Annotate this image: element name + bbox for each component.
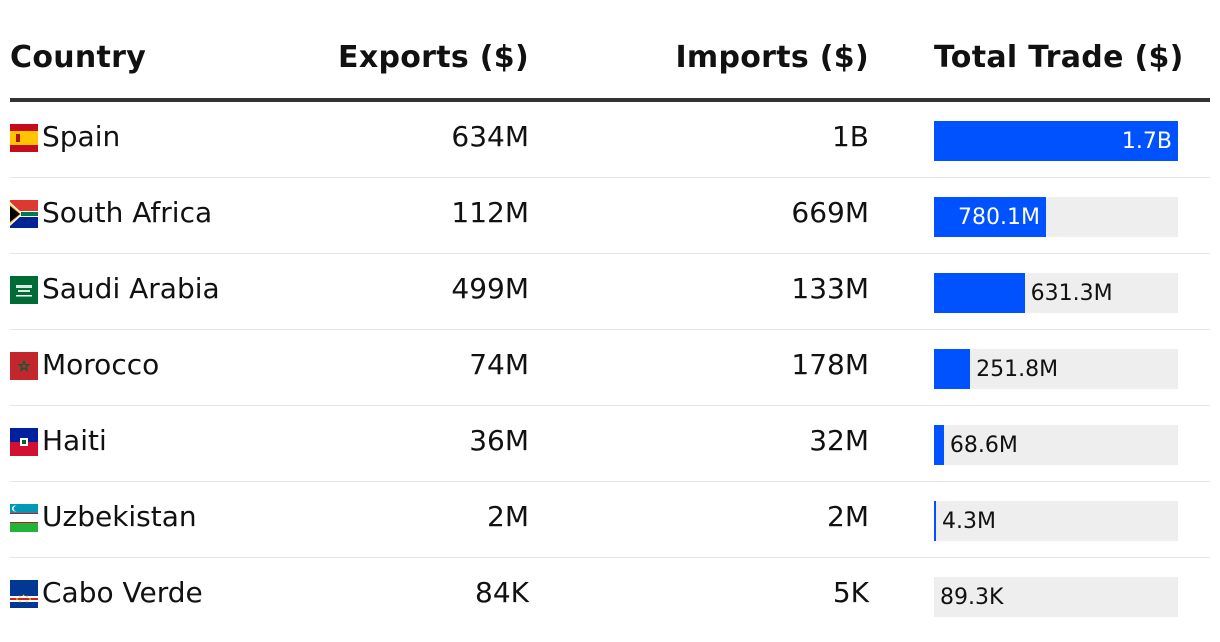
column-header-total-trade[interactable]: Total Trade ($) xyxy=(934,40,1184,75)
column-header-imports[interactable]: Imports ($) xyxy=(675,40,869,75)
trade-table: Country Exports ($) Imports ($) Total Tr… xyxy=(10,0,1210,634)
total-trade-label: 4.3M xyxy=(942,509,996,534)
total-trade-label: 631.3M xyxy=(1030,281,1113,306)
table-row: Saudi Arabia 499M 133M 631.3M xyxy=(10,254,1210,330)
imports-value: 133M xyxy=(791,272,869,305)
country-name: Saudi Arabia xyxy=(42,272,220,305)
total-trade-bar xyxy=(934,349,971,389)
total-trade-label: 89.3K xyxy=(940,585,1004,610)
total-trade-bar-track: 89.3K xyxy=(934,577,1178,617)
table-row: Cabo Verde 84K 5K 89.3K xyxy=(10,558,1210,634)
total-trade-label: 1.7B xyxy=(1121,129,1172,154)
table-row: Spain 634M 1B 1.7B xyxy=(10,102,1210,178)
exports-value: 74M xyxy=(469,348,529,381)
total-trade-bar-track: 68.6M xyxy=(934,425,1178,465)
country-name: Morocco xyxy=(42,348,160,381)
exports-value: 634M xyxy=(451,120,529,153)
column-header-exports[interactable]: Exports ($) xyxy=(338,40,529,75)
total-trade-bar-track: 631.3M xyxy=(934,273,1178,313)
total-trade-bar-track: 251.8M xyxy=(934,349,1178,389)
total-trade-bar xyxy=(934,121,1178,161)
table-row: Morocco 74M 178M 251.8M xyxy=(10,330,1210,406)
table-header: Country Exports ($) Imports ($) Total Tr… xyxy=(10,0,1210,102)
exports-value: 36M xyxy=(469,424,529,457)
spain-flag-icon xyxy=(10,124,38,152)
total-trade-label: 780.1M xyxy=(957,205,1040,230)
table-row: Uzbekistan 2M 2M 4.3M xyxy=(10,482,1210,558)
total-trade-label: 68.6M xyxy=(949,433,1018,458)
imports-value: 1B xyxy=(831,120,869,153)
total-trade-bar xyxy=(934,425,944,465)
total-trade-bar-track: 1.7B xyxy=(934,121,1178,161)
total-trade-bar xyxy=(934,273,1025,313)
country-name: Haiti xyxy=(42,424,107,457)
saudi-arabia-flag-icon xyxy=(10,276,38,304)
country-name: Uzbekistan xyxy=(42,500,197,533)
exports-value: 499M xyxy=(451,272,529,305)
imports-value: 669M xyxy=(791,196,869,229)
table-row: Haiti 36M 32M 68.6M xyxy=(10,406,1210,482)
table-row: South Africa 112M 669M 780.1M xyxy=(10,178,1210,254)
exports-value: 84K xyxy=(475,576,529,609)
imports-value: 5K xyxy=(832,576,869,609)
uzbekistan-flag-icon xyxy=(10,504,38,532)
imports-value: 178M xyxy=(791,348,869,381)
south-africa-flag-icon xyxy=(10,200,38,228)
total-trade-bar xyxy=(934,501,936,541)
haiti-flag-icon xyxy=(10,428,38,456)
country-name: Spain xyxy=(42,120,121,153)
country-name: Cabo Verde xyxy=(42,576,203,609)
total-trade-bar-track: 780.1M xyxy=(934,197,1178,237)
imports-value: 2M xyxy=(827,500,869,533)
total-trade-bar xyxy=(934,197,1046,237)
exports-value: 2M xyxy=(487,500,529,533)
column-header-country[interactable]: Country xyxy=(10,40,147,75)
imports-value: 32M xyxy=(809,424,869,457)
total-trade-label: 251.8M xyxy=(976,357,1059,382)
exports-value: 112M xyxy=(451,196,529,229)
country-name: South Africa xyxy=(42,196,213,229)
cabo-verde-flag-icon xyxy=(10,580,38,608)
morocco-flag-icon xyxy=(10,352,38,380)
total-trade-bar-track: 4.3M xyxy=(934,501,1178,541)
